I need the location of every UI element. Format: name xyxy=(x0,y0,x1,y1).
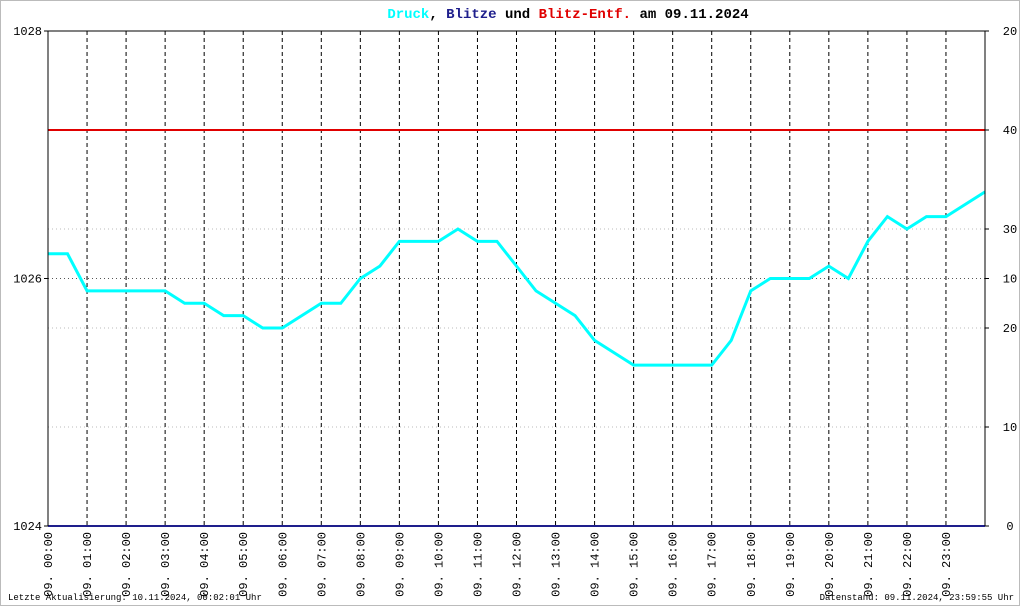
y2-tick-label: 0 xyxy=(1006,520,1013,534)
x-tick-label: 09. 09:00 xyxy=(393,532,407,597)
x-tick-label: 09. 01:00 xyxy=(81,532,95,597)
y2-tick-label: 20 xyxy=(1003,322,1017,336)
x-tick-label: 09. 20:00 xyxy=(823,532,837,597)
title-part: Druck xyxy=(387,7,429,23)
x-tick-label: 09. 16:00 xyxy=(667,532,681,597)
x-tick-label: 09. 03:00 xyxy=(159,532,173,597)
y2-tick-label: 40 xyxy=(1003,124,1017,138)
x-tick-label: 09. 08:00 xyxy=(354,532,368,597)
y-tick-label: 1026 xyxy=(13,273,42,287)
x-tick-label: 09. 02:00 xyxy=(120,532,134,597)
x-tick-label: 09. 11:00 xyxy=(471,532,485,597)
footer-left: Letzte Aktualisierung: 10.11.2024, 00:02… xyxy=(8,593,262,603)
y2-tick-label: 30 xyxy=(1003,223,1017,237)
y2-tick-label: 20 xyxy=(1003,25,1017,39)
x-tick-label: 09. 06:00 xyxy=(276,532,290,597)
x-tick-label: 09. 05:00 xyxy=(237,532,251,597)
y2-tick-label: 10 xyxy=(1003,421,1017,435)
x-tick-label: 09. 17:00 xyxy=(706,532,720,597)
y2-tick-label: 10 xyxy=(1003,273,1017,287)
x-tick-label: 09. 15:00 xyxy=(628,532,642,597)
y-tick-label: 1024 xyxy=(13,520,42,534)
series-line xyxy=(48,190,986,367)
x-tick-label: 09. 23:00 xyxy=(940,532,954,597)
x-tick-label: 09. 14:00 xyxy=(589,532,603,597)
x-tick-label: 09. 04:00 xyxy=(198,532,212,597)
x-tick-label: 09. 13:00 xyxy=(550,532,564,597)
x-tick-label: 09. 21:00 xyxy=(862,532,876,597)
x-tick-label: 09. 22:00 xyxy=(901,532,915,597)
title-part: Blitze xyxy=(446,7,496,23)
y-tick-label: 1028 xyxy=(13,25,42,39)
x-tick-label: 09. 18:00 xyxy=(745,532,759,597)
title-part: am 09.11.2024 xyxy=(639,7,748,23)
footer-right: Datenstand: 09.11.2024, 23:59:55 Uhr xyxy=(820,593,1014,603)
title-part: und xyxy=(505,7,530,23)
title-part: , xyxy=(429,7,437,23)
x-tick-label: 09. 07:00 xyxy=(315,532,329,597)
title-part: Blitz-Entf. xyxy=(539,7,631,23)
x-tick-label: 09. 10:00 xyxy=(432,532,446,597)
chart-title: Druck, Blitze und Blitz-Entf. am 09.11.2… xyxy=(387,7,748,23)
x-tick-label: 09. 12:00 xyxy=(511,532,525,597)
x-tick-label: 09. 00:00 xyxy=(42,532,56,597)
x-tick-label: 09. 19:00 xyxy=(784,532,798,597)
